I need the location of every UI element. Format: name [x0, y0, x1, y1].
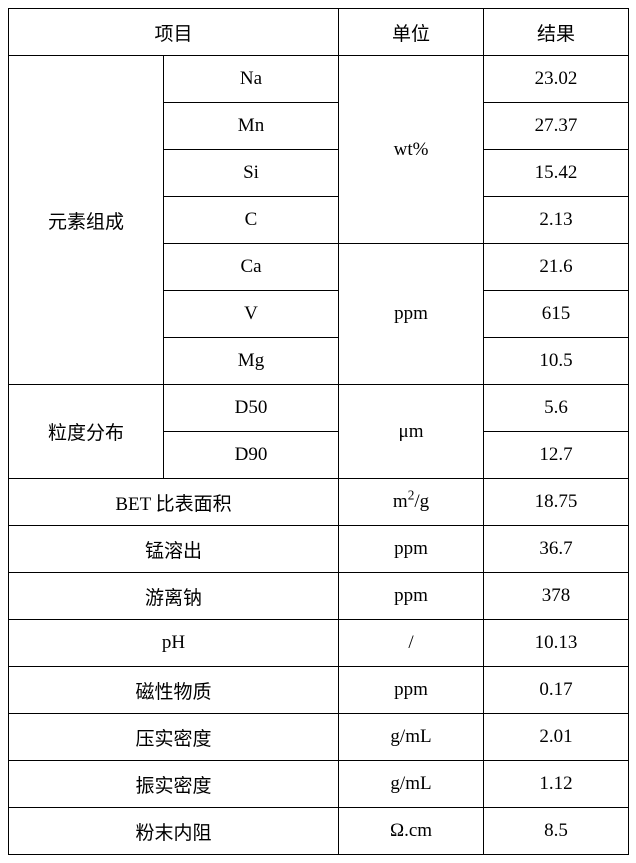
result-cell: 10.13 [484, 620, 629, 667]
table-row: 项目单位结果 [9, 9, 629, 56]
unit-cell: ppm [339, 573, 484, 620]
unit-cell: wt% [339, 56, 484, 244]
item-name: 振实密度 [9, 761, 339, 808]
elem-name: V [164, 291, 339, 338]
elem-name: C [164, 197, 339, 244]
table-row: 元素组成Nawt%23.02 [9, 56, 629, 103]
result-cell: 1.12 [484, 761, 629, 808]
table-row: pH/10.13 [9, 620, 629, 667]
item-name: pH [9, 620, 339, 667]
item-name: 游离钠 [9, 573, 339, 620]
unit-cell: / [339, 620, 484, 667]
result-cell: 21.6 [484, 244, 629, 291]
result-cell: 27.37 [484, 103, 629, 150]
header-unit: 单位 [339, 9, 484, 56]
item-name: 粉末内阻 [9, 808, 339, 855]
unit-cell: Ω.cm [339, 808, 484, 855]
unit-cell: ppm [339, 244, 484, 385]
spec-table: 项目单位结果元素组成Nawt%23.02Mn27.37Si15.42C2.13C… [8, 8, 629, 855]
unit-cell: ppm [339, 526, 484, 573]
unit-cell: m2/g [339, 479, 484, 526]
result-cell: 8.5 [484, 808, 629, 855]
elem-name: Si [164, 150, 339, 197]
unit-cell: ppm [339, 667, 484, 714]
elem-name: D90 [164, 432, 339, 479]
item-name: BET 比表面积 [9, 479, 339, 526]
result-cell: 36.7 [484, 526, 629, 573]
result-cell: 2.01 [484, 714, 629, 761]
item-name: 磁性物质 [9, 667, 339, 714]
table-row: BET 比表面积m2/g18.75 [9, 479, 629, 526]
unit-cell: g/mL [339, 761, 484, 808]
result-cell: 378 [484, 573, 629, 620]
table-row: 粒度分布D50μm5.6 [9, 385, 629, 432]
elem-name: Mn [164, 103, 339, 150]
table-row: 压实密度g/mL2.01 [9, 714, 629, 761]
result-cell: 18.75 [484, 479, 629, 526]
table-row: 游离钠ppm378 [9, 573, 629, 620]
result-cell: 23.02 [484, 56, 629, 103]
unit-cell: μm [339, 385, 484, 479]
item-name: 锰溶出 [9, 526, 339, 573]
elem-name: D50 [164, 385, 339, 432]
header-result: 结果 [484, 9, 629, 56]
table-row: 粉末内阻Ω.cm8.5 [9, 808, 629, 855]
elem-name: Na [164, 56, 339, 103]
elem-name: Ca [164, 244, 339, 291]
result-cell: 15.42 [484, 150, 629, 197]
table-row: 磁性物质ppm0.17 [9, 667, 629, 714]
table-row: 锰溶出ppm36.7 [9, 526, 629, 573]
group-label: 粒度分布 [9, 385, 164, 479]
header-item: 项目 [9, 9, 339, 56]
result-cell: 10.5 [484, 338, 629, 385]
result-cell: 2.13 [484, 197, 629, 244]
table-row: 振实密度g/mL1.12 [9, 761, 629, 808]
result-cell: 615 [484, 291, 629, 338]
unit-cell: g/mL [339, 714, 484, 761]
result-cell: 12.7 [484, 432, 629, 479]
item-name: 压实密度 [9, 714, 339, 761]
result-cell: 5.6 [484, 385, 629, 432]
elem-name: Mg [164, 338, 339, 385]
group-label: 元素组成 [9, 56, 164, 385]
result-cell: 0.17 [484, 667, 629, 714]
